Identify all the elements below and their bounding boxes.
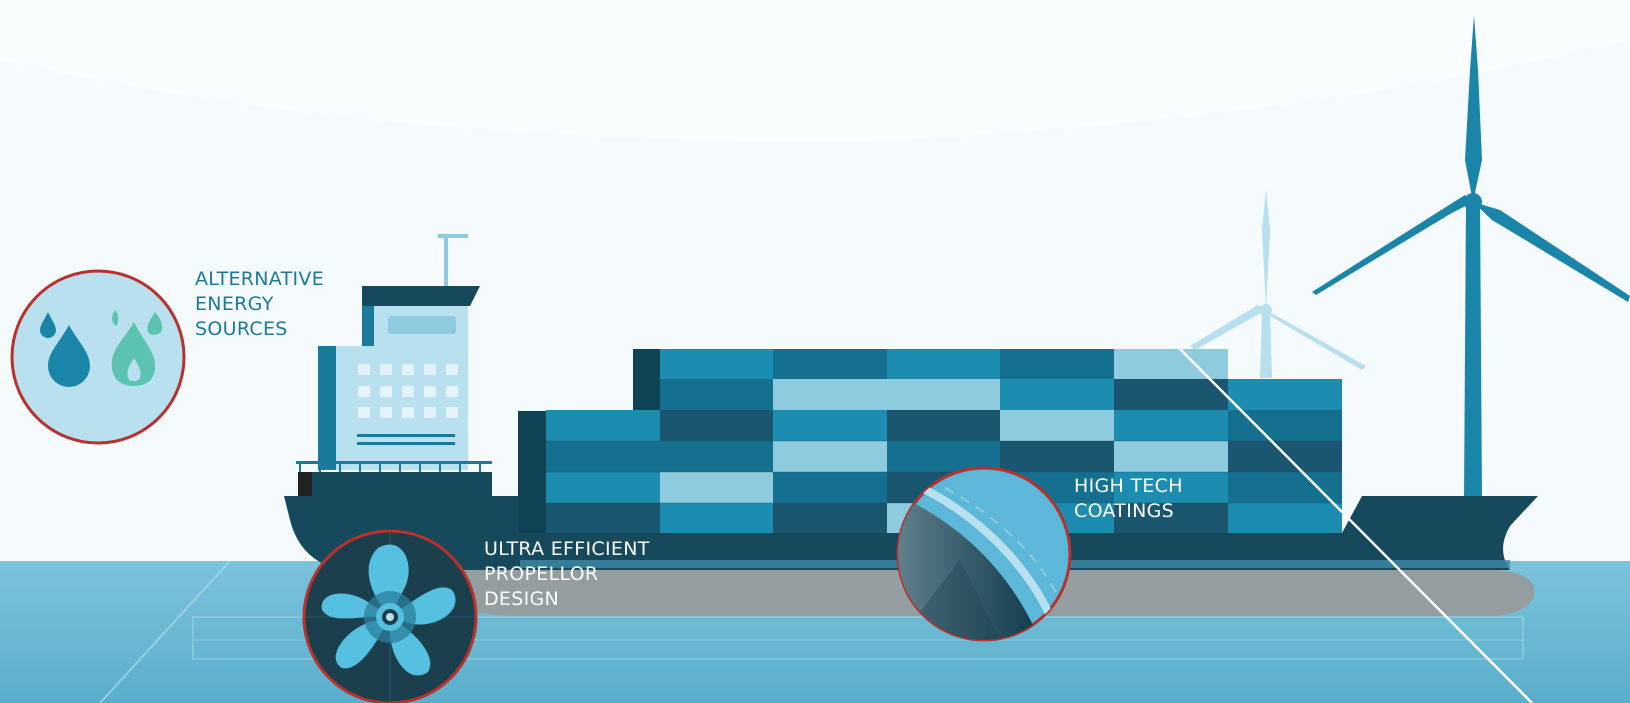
bridge-superstructure [296,234,492,496]
label-line: ULTRA EFFICIENT [484,538,650,560]
wind-turbine-far [1190,190,1366,378]
label-line: DESIGN [484,588,560,610]
label-line: PROPELLOR [484,563,599,585]
coating-callout [896,466,1072,642]
energy-callout [10,269,186,445]
high-tech-coatings-label: HIGH TECH COATINGS [1074,474,1183,524]
water-drop-icon [40,312,90,387]
flame-icon [111,310,163,386]
callout-line [1179,348,1533,703]
label-line: SOURCES [195,318,288,340]
propeller-callout [302,529,478,703]
label-line: HIGH TECH [1074,475,1183,497]
label-line: ENERGY [195,293,274,315]
alternative-energy-sources-label: ALTERNATIVE ENERGY SOURCES [195,267,324,342]
wind-turbine-near [1312,15,1630,500]
label-line: COATINGS [1074,500,1175,522]
propeller-design-label: ULTRA EFFICIENT PROPELLOR DESIGN [484,537,650,612]
label-line: ALTERNATIVE [195,268,325,290]
